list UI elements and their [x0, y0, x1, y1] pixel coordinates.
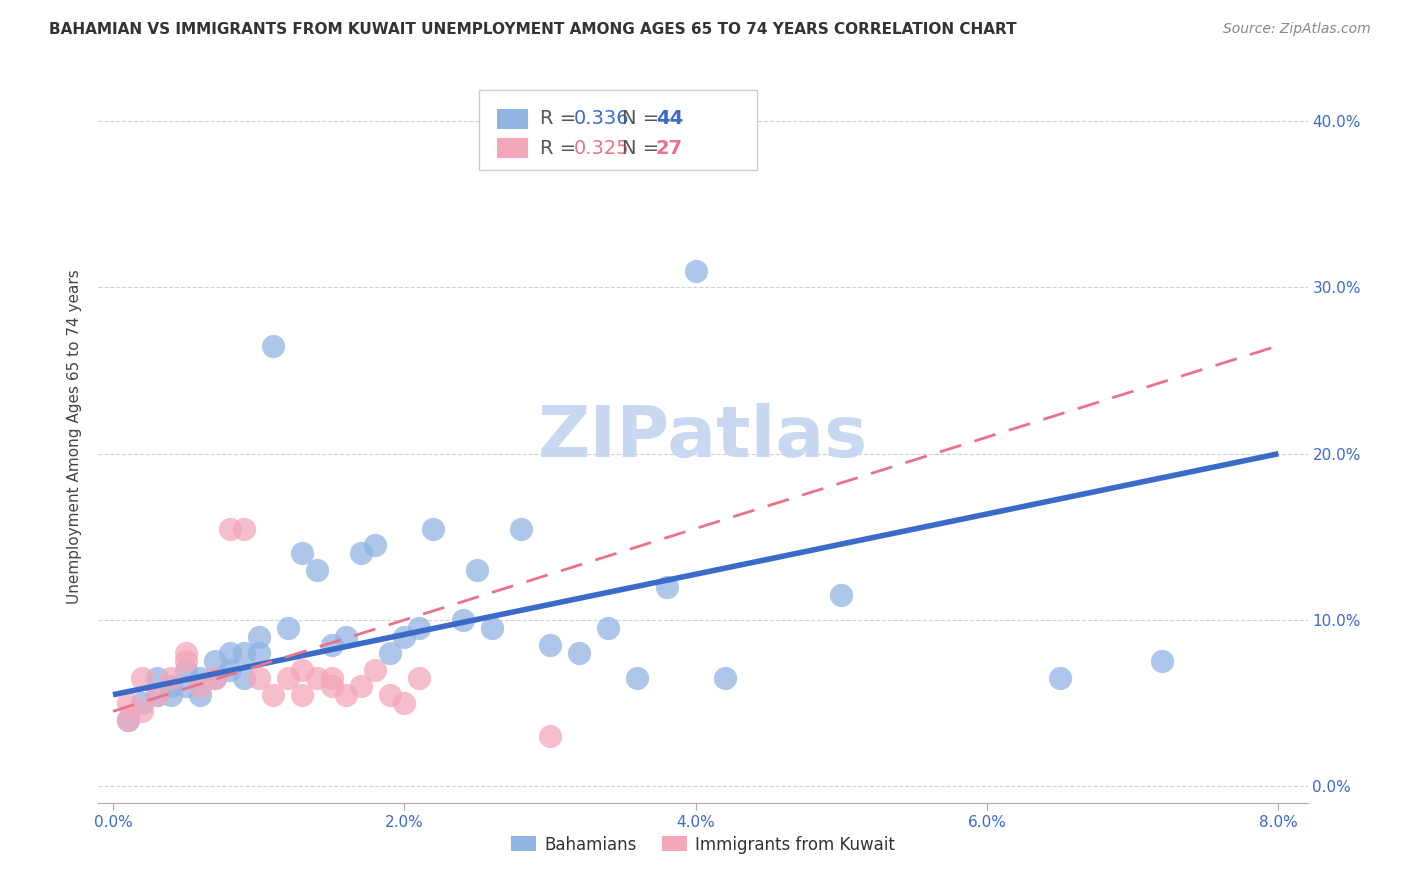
Point [408, 671, 430, 685]
Point [321, 680, 343, 694]
Text: 0.336: 0.336 [574, 110, 630, 128]
Point [174, 646, 197, 660]
Text: Source: ZipAtlas.com: Source: ZipAtlas.com [1223, 22, 1371, 37]
Point [305, 563, 328, 577]
Text: R =: R = [540, 110, 582, 128]
Text: 44: 44 [655, 110, 683, 128]
Point [335, 630, 357, 644]
Point [233, 671, 256, 685]
Point [233, 521, 256, 535]
Point [568, 646, 591, 660]
Point [218, 646, 240, 660]
Point [685, 264, 707, 278]
Text: N =: N = [621, 110, 665, 128]
Point [321, 671, 343, 685]
Point [598, 621, 620, 635]
Point [291, 663, 314, 677]
Point [145, 671, 167, 685]
Point [335, 688, 357, 702]
Point [117, 696, 139, 710]
Point [830, 588, 852, 602]
FancyBboxPatch shape [498, 109, 527, 129]
Point [174, 655, 197, 669]
Text: R =: R = [540, 138, 582, 158]
Point [117, 713, 139, 727]
Legend: Bahamians, Immigrants from Kuwait: Bahamians, Immigrants from Kuwait [505, 829, 901, 860]
Text: 0.325: 0.325 [574, 138, 630, 158]
Point [1049, 671, 1071, 685]
Point [364, 663, 387, 677]
Point [1150, 655, 1173, 669]
FancyBboxPatch shape [479, 90, 758, 170]
Point [262, 688, 284, 702]
Point [174, 680, 197, 694]
Point [218, 521, 240, 535]
Point [350, 680, 373, 694]
Point [465, 563, 488, 577]
Point [321, 638, 343, 652]
FancyBboxPatch shape [498, 138, 527, 159]
Point [247, 671, 270, 685]
Point [204, 655, 226, 669]
Point [394, 696, 416, 710]
Point [277, 621, 299, 635]
Point [190, 688, 212, 702]
Point [262, 338, 284, 352]
Point [145, 688, 167, 702]
Point [378, 688, 401, 702]
Point [277, 671, 299, 685]
Point [714, 671, 737, 685]
Point [204, 671, 226, 685]
Point [481, 621, 503, 635]
Point [160, 680, 183, 694]
Point [350, 546, 373, 560]
Text: 27: 27 [655, 138, 683, 158]
Text: BAHAMIAN VS IMMIGRANTS FROM KUWAIT UNEMPLOYMENT AMONG AGES 65 TO 74 YEARS CORREL: BAHAMIAN VS IMMIGRANTS FROM KUWAIT UNEMP… [49, 22, 1017, 37]
Point [247, 630, 270, 644]
Point [190, 671, 212, 685]
Point [626, 671, 648, 685]
Point [174, 663, 197, 677]
Point [655, 580, 678, 594]
Point [160, 671, 183, 685]
Point [305, 671, 328, 685]
Point [538, 638, 561, 652]
Point [509, 521, 531, 535]
Point [131, 705, 153, 719]
Point [378, 646, 401, 660]
Point [131, 671, 153, 685]
Point [160, 688, 183, 702]
Point [233, 646, 256, 660]
Point [291, 688, 314, 702]
Point [291, 546, 314, 560]
Text: ZIPatlas: ZIPatlas [538, 402, 868, 472]
Point [364, 538, 387, 552]
Point [451, 613, 474, 627]
Text: N =: N = [621, 138, 665, 158]
Point [204, 671, 226, 685]
Point [190, 680, 212, 694]
Point [422, 521, 444, 535]
Point [394, 630, 416, 644]
Point [538, 729, 561, 743]
Point [247, 646, 270, 660]
Point [408, 621, 430, 635]
Y-axis label: Unemployment Among Ages 65 to 74 years: Unemployment Among Ages 65 to 74 years [67, 269, 83, 605]
Point [145, 688, 167, 702]
Point [131, 696, 153, 710]
Point [218, 663, 240, 677]
Point [117, 713, 139, 727]
